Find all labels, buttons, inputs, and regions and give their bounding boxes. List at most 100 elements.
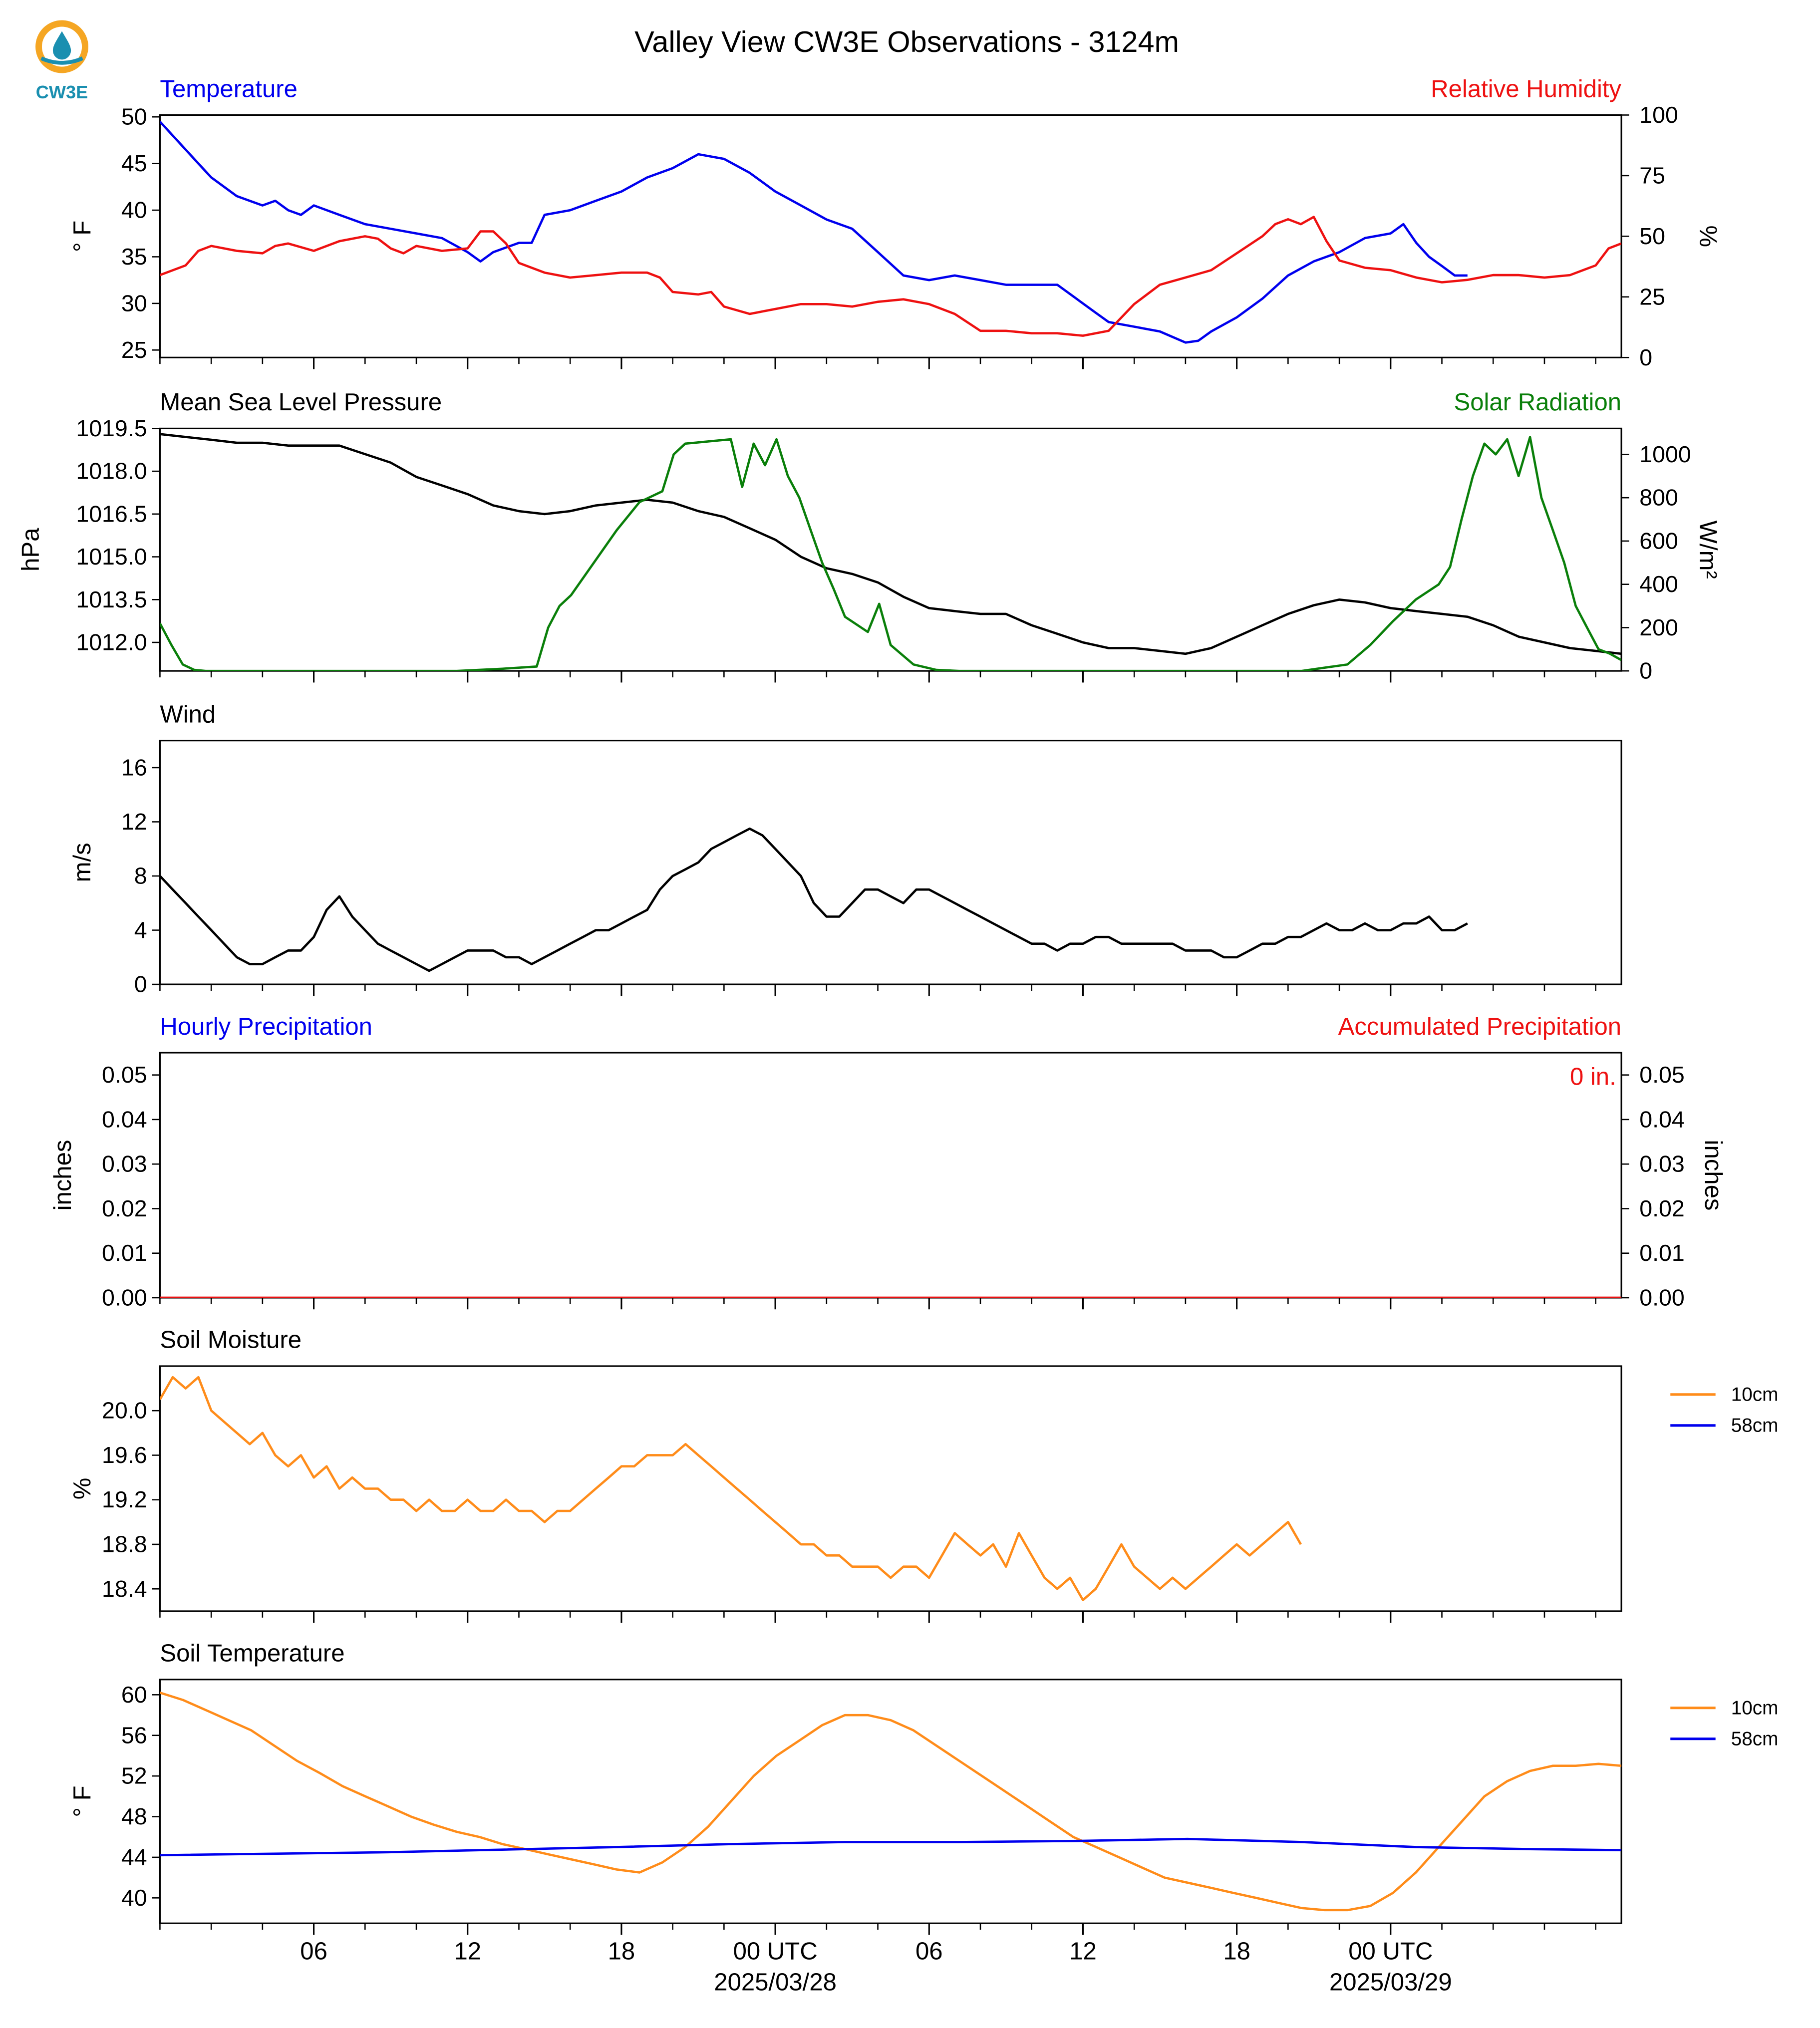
y-right-tick-label: 0 (1639, 658, 1652, 684)
series-line-0 (160, 121, 1468, 344)
y-tick-label: 19.2 (102, 1486, 147, 1512)
y-right-axis-label: inches (1700, 1140, 1727, 1211)
y-right-tick-label: 50 (1639, 223, 1665, 249)
y-tick-label: 52 (121, 1763, 147, 1789)
y-right-tick-label: 0.01 (1639, 1240, 1685, 1266)
y-right-tick-label: 0.04 (1639, 1106, 1685, 1132)
y-tick-label: 1013.5 (76, 586, 147, 612)
y-axis-label: ° F (69, 1785, 96, 1817)
legend-label: 58cm (1731, 1415, 1779, 1437)
y-tick-label: 0 (134, 971, 147, 997)
y-tick-label: 56 (121, 1722, 147, 1748)
y-tick-label: 0.01 (102, 1240, 147, 1266)
y-right-tick-label: 100 (1639, 102, 1678, 128)
y-tick-label: 0.03 (102, 1151, 147, 1177)
logo-drop-icon (52, 31, 71, 60)
y-tick-label: 16 (121, 754, 147, 780)
x-tick-label: 18 (1223, 1938, 1250, 1965)
y-tick-label: 0.00 (102, 1284, 147, 1310)
y-right-tick-label: 0.03 (1639, 1151, 1685, 1177)
y-tick-label: 8 (134, 863, 147, 889)
y-right-axis-label: % (1695, 226, 1722, 248)
y-axis-label: inches (49, 1140, 76, 1211)
y-tick-label: 18.8 (102, 1531, 147, 1557)
cw3e-logo: CW3E (35, 20, 89, 102)
chart-panel-3: Hourly Precipitation Accumulated Precipit… (49, 1013, 1727, 1311)
x-tick-label: 00 UTC (733, 1938, 818, 1965)
series-line-0 (160, 433, 1622, 655)
y-axis-label: ° F (69, 221, 96, 252)
y-tick-label: 0.02 (102, 1195, 147, 1221)
plot-frame (159, 1365, 1622, 1612)
x-tick-label: 06 (300, 1938, 327, 1965)
chart-panel-2: Wind 0 4 8 12 16 m/s (69, 701, 1622, 997)
x-tick-date-label: 2025/03/28 (714, 1969, 837, 1996)
y-right-tick-label: 0.02 (1639, 1195, 1685, 1221)
y-right-tick-label: 600 (1639, 528, 1678, 554)
y-right-tick-label: 800 (1639, 485, 1678, 511)
logo-ring-icon (35, 20, 89, 73)
y-tick-label: 1019.5 (76, 415, 147, 441)
series-line-1 (160, 1837, 1622, 1857)
y-right-tick-label: 75 (1639, 162, 1665, 188)
panel-title-right: Relative Humidity (1431, 75, 1621, 102)
y-tick-label: 35 (121, 244, 147, 270)
panel-title-right: Solar Radiation (1454, 389, 1621, 416)
y-tick-label: 1016.5 (76, 501, 147, 527)
chart-panel-0: Temperature Relative Humidity 25 30 35 40 45 50… (69, 75, 1722, 370)
legend-label: 10cm (1731, 1384, 1779, 1406)
y-tick-label: 1018.0 (76, 458, 147, 484)
plot-frame (159, 1679, 1622, 1924)
logo-text: CW3E (36, 82, 88, 102)
y-tick-label: 60 (121, 1682, 147, 1708)
y-right-tick-label: 25 (1639, 284, 1665, 309)
y-right-axis-label: W/m² (1695, 521, 1722, 579)
plot-frame (159, 740, 1622, 985)
y-tick-label: 50 (121, 104, 147, 130)
x-tick-label: 06 (915, 1938, 943, 1965)
series-line-0 (160, 1691, 1622, 1912)
panel-title-left: Temperature (160, 75, 298, 102)
y-tick-label: 45 (121, 150, 147, 176)
y-tick-label: 4 (134, 917, 147, 943)
panel-title-left: Hourly Precipitation (160, 1013, 372, 1040)
y-right-tick-label: 0.05 (1639, 1062, 1685, 1088)
y-axis-label: m/s (69, 843, 96, 882)
y-tick-label: 0.05 (102, 1062, 147, 1088)
y-tick-label: 40 (121, 197, 147, 223)
y-tick-label: 44 (121, 1844, 147, 1870)
x-tick-label: 12 (1069, 1938, 1097, 1965)
y-right-tick-label: 200 (1639, 614, 1678, 640)
y-axis-label: % (69, 1478, 96, 1500)
y-tick-label: 19.6 (102, 1442, 147, 1468)
legend-label: 58cm (1731, 1729, 1779, 1750)
figure-title: Valley View CW3E Observations - 3124m (634, 25, 1179, 58)
chart-panel-5: 06 12 18 00 UTC 2025/03/28 06 12 18 00 UTC 2025/0… (69, 1640, 1779, 1996)
y-right-tick-label: 400 (1639, 571, 1678, 597)
x-tick-date-label: 2025/03/29 (1329, 1969, 1452, 1996)
panel-annotation: 0 in. (1570, 1064, 1616, 1091)
panel-title-right: Accumulated Precipitation (1338, 1013, 1621, 1040)
y-axis-label: hPa (17, 528, 44, 572)
y-tick-label: 18.4 (102, 1576, 147, 1602)
panel-title-left: Soil Temperature (160, 1640, 344, 1667)
y-tick-label: 12 (121, 809, 147, 835)
series-line-0 (160, 1376, 1302, 1601)
y-tick-label: 1012.0 (76, 629, 147, 655)
y-right-tick-label: 0 (1639, 344, 1652, 370)
y-tick-label: 25 (121, 337, 147, 363)
x-tick-label: 00 UTC (1348, 1938, 1433, 1965)
y-tick-label: 30 (121, 290, 147, 316)
y-tick-label: 1015.0 (76, 544, 147, 570)
series-line-1 (160, 436, 1622, 671)
y-right-tick-label: 0.00 (1639, 1284, 1685, 1310)
chart-panel-1: Mean Sea Level Pressure Solar Radiation 10… (17, 389, 1722, 683)
y-tick-label: 0.04 (102, 1106, 147, 1132)
panel-title-left: Mean Sea Level Pressure (160, 389, 442, 416)
series-line-0 (160, 827, 1468, 972)
x-tick-label: 12 (454, 1938, 481, 1965)
y-tick-label: 20.0 (102, 1398, 147, 1424)
chart-panel-4: Soil Moisture 18.4 18.8 19.2 19.6 20.0% 10cm 58… (69, 1327, 1779, 1623)
y-tick-label: 48 (121, 1803, 147, 1829)
